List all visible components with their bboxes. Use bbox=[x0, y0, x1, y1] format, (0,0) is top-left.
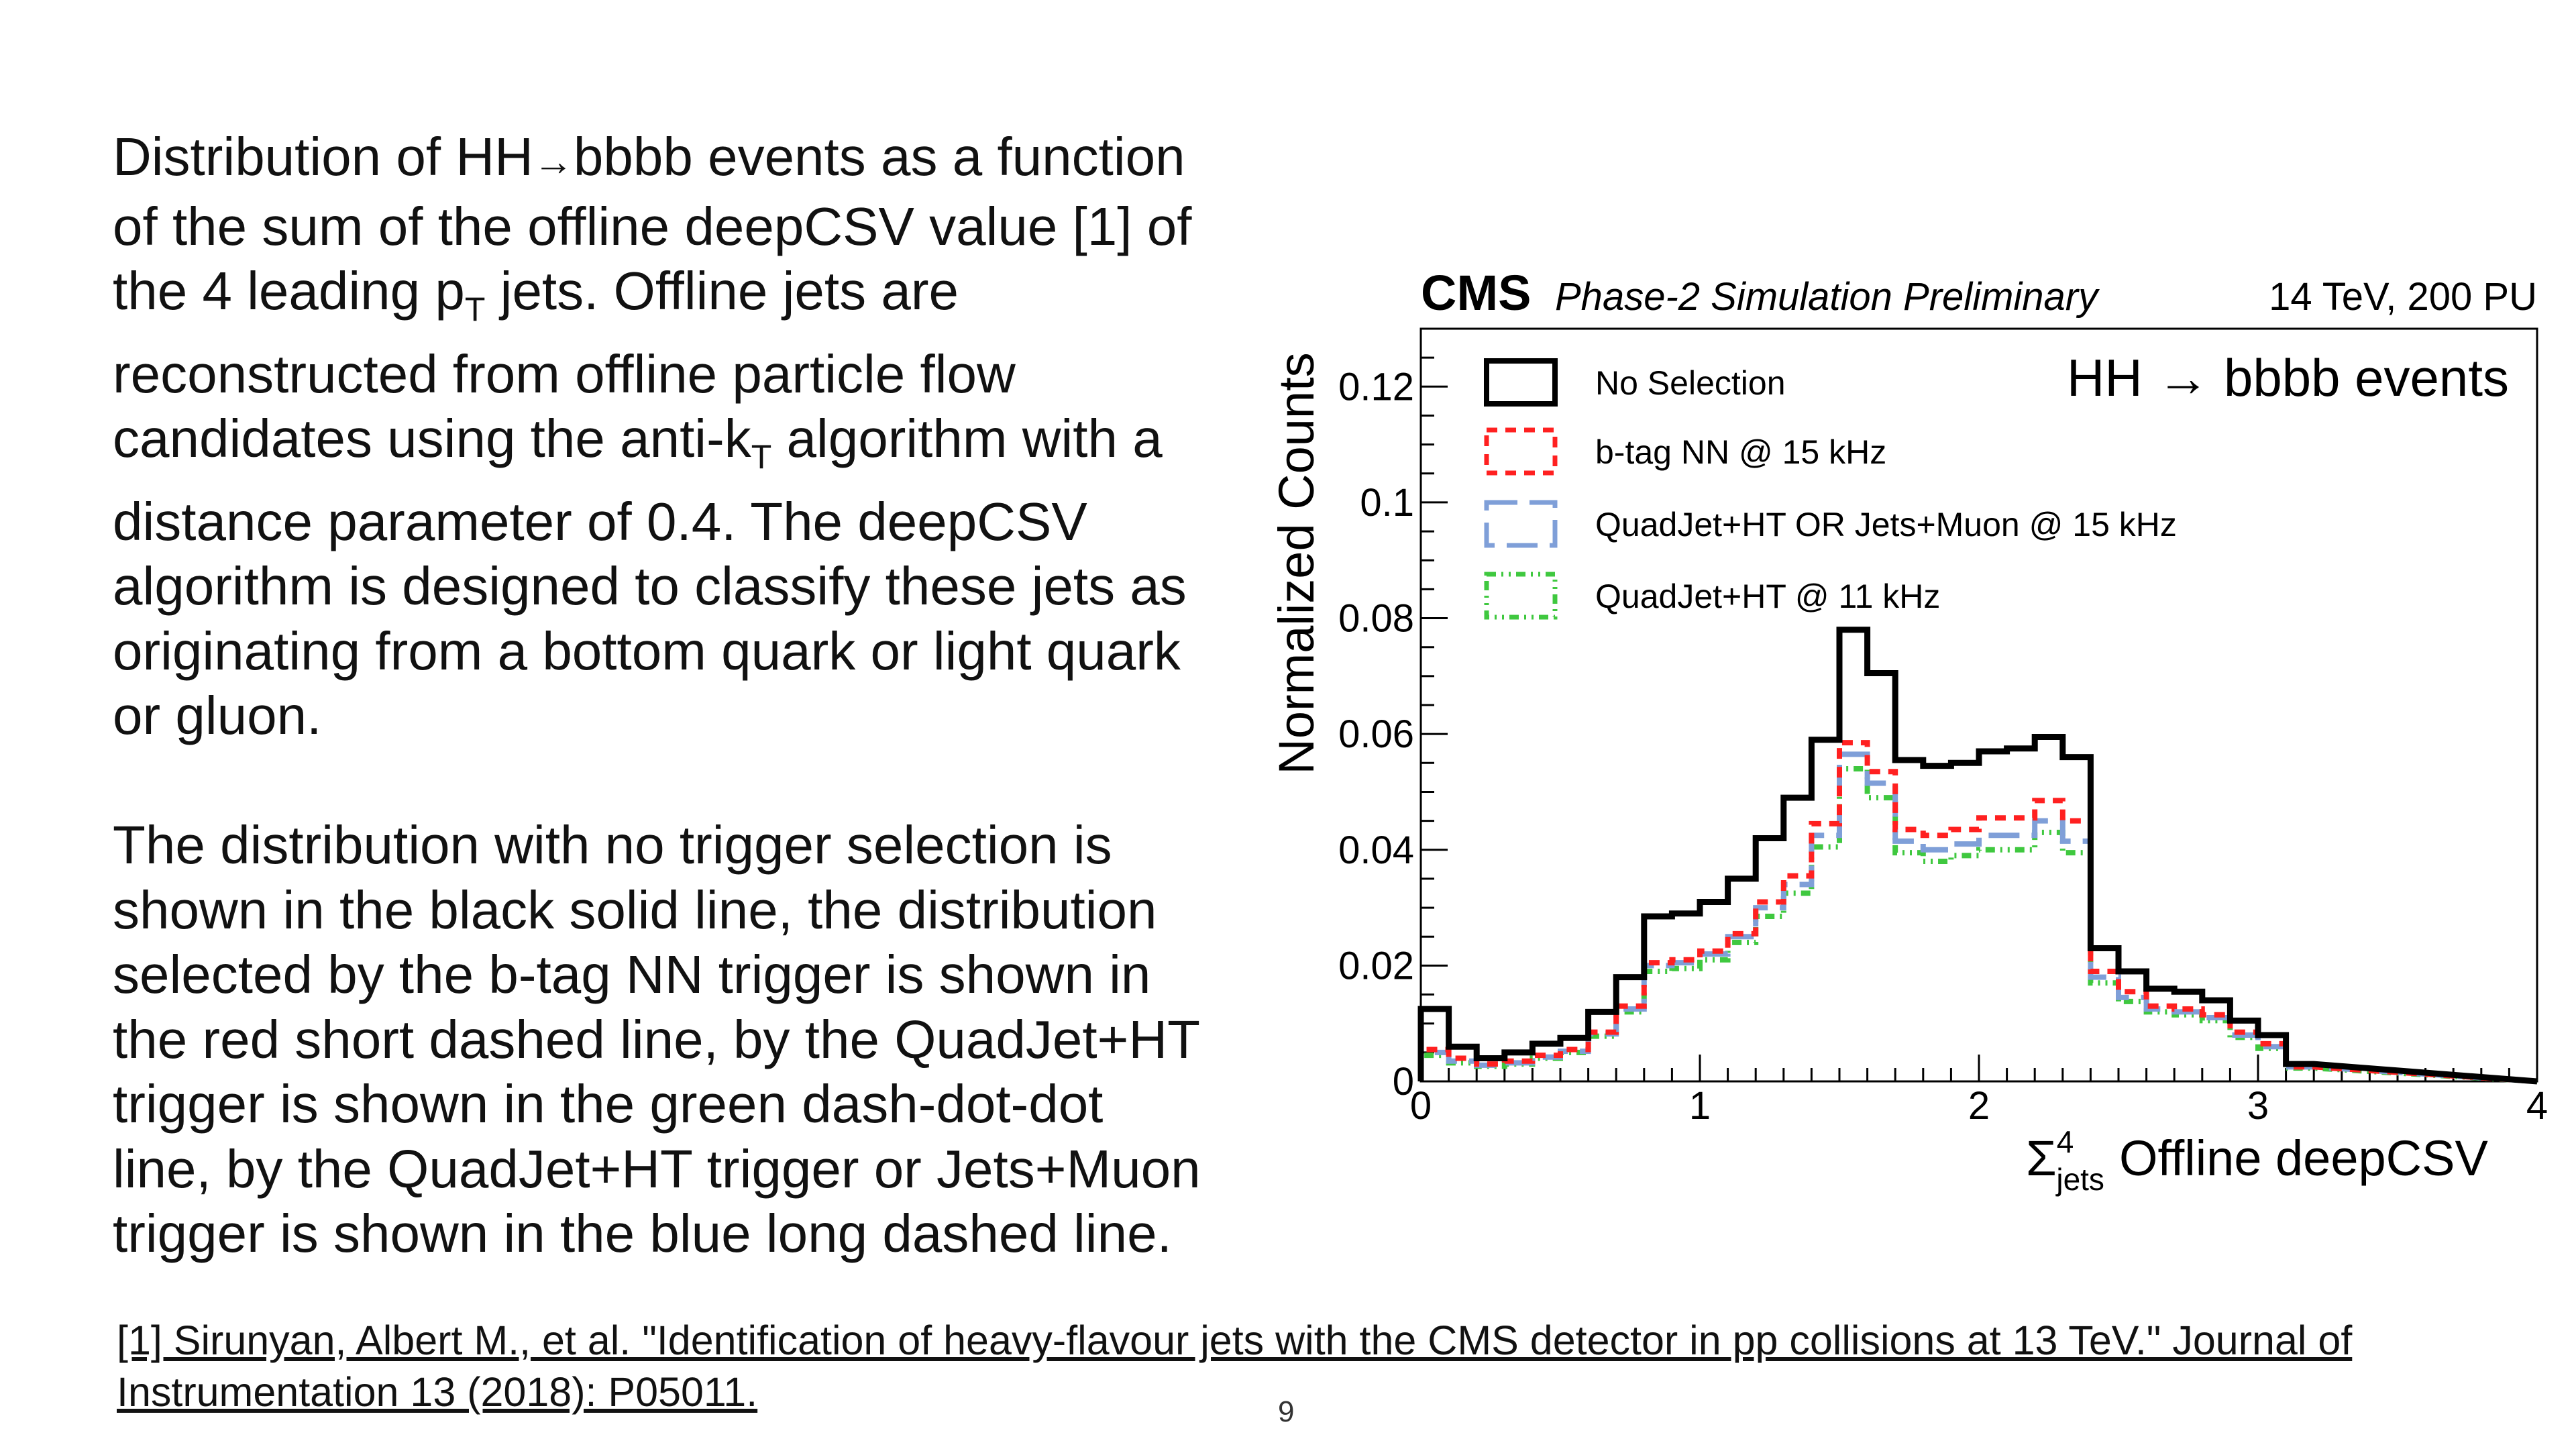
x-axis-label-sigma: Σ bbox=[2026, 1130, 2057, 1186]
legend-swatch bbox=[1484, 500, 1558, 548]
legend-label: b-tag NN @ 15 kHz bbox=[1595, 433, 1886, 471]
legend-swatch bbox=[1484, 572, 1558, 620]
axes-group: 0 1 2 3 4 0 0.02 0.04 0.06 0.08 0.1 0.12 bbox=[1338, 327, 2548, 1128]
subscript-t: T bbox=[464, 290, 486, 328]
description-paragraph-2: The distribution with no trigger selecti… bbox=[113, 815, 1201, 1263]
energy-pu-label: 14 TeV, 200 PU bbox=[2269, 275, 2537, 319]
x-axis-label: Σ4 jets Offline deepCSV bbox=[2026, 1124, 2488, 1197]
legend-label: No Selection bbox=[1595, 364, 1786, 402]
histogram-no-selection bbox=[1417, 627, 2538, 1085]
description-text-a: Distribution of HH bbox=[113, 127, 533, 186]
x-axis-label-sup: 4 bbox=[2057, 1124, 2074, 1159]
reference-citation[interactable]: [1] Sirunyan, Albert M., et al. "Identif… bbox=[117, 1318, 2353, 1415]
y-tick-label: 0.08 bbox=[1338, 597, 1414, 641]
x-tick-label: 0 bbox=[1410, 1084, 1432, 1128]
x-axis-label-sub: jets bbox=[2055, 1162, 2104, 1197]
phase2-label: Phase-2 Simulation Preliminary bbox=[1555, 275, 2100, 319]
hh-annotation: HH → bbbb events bbox=[2067, 348, 2509, 407]
y-tick-label: 0.04 bbox=[1338, 828, 1414, 872]
y-tick-label: 0.12 bbox=[1338, 365, 1414, 409]
description-text-d: algorithm with a distance parameter of 0… bbox=[113, 409, 1187, 745]
histogram-b-tag-nn-15-khz bbox=[1418, 740, 2538, 1084]
legend-swatch bbox=[1484, 427, 1558, 476]
x-tick-label: 3 bbox=[2247, 1084, 2269, 1128]
x-tick-label: 2 bbox=[1968, 1084, 1990, 1128]
description-text: Distribution of HH→bbbb events as a func… bbox=[113, 125, 1213, 1267]
y-tick-label: 0.1 bbox=[1360, 481, 1414, 525]
y-tick-label: 0.02 bbox=[1338, 944, 1414, 987]
legend-label: QuadJet+HT @ 11 kHz bbox=[1595, 578, 1940, 615]
y-axis-label: Normalized Counts bbox=[1269, 352, 1324, 774]
description-text-c: jets. Offline jets are reconstructed fro… bbox=[113, 261, 1016, 468]
plot-frame bbox=[1419, 327, 2538, 1083]
page-number: 9 bbox=[1278, 1395, 1295, 1428]
legend-label: QuadJet+HT OR Jets+Muon @ 15 kHz bbox=[1595, 506, 2177, 543]
legend: No Selection b-tag NN @ 15 kHz QuadJet+HT … bbox=[1484, 358, 2177, 620]
y-tick-label: 0 bbox=[1393, 1060, 1414, 1104]
arrow-glyph: → bbox=[533, 139, 574, 184]
description-text-b: bbbb events as a function of the sum of … bbox=[113, 127, 1192, 321]
x-axis-label-text: Offline deepCSV bbox=[2119, 1130, 2489, 1186]
y-tick-label: 0.06 bbox=[1338, 712, 1414, 756]
cms-label: CMS bbox=[1421, 265, 1531, 321]
histogram-series-group bbox=[1417, 627, 2538, 1085]
x-tick-label: 4 bbox=[2526, 1084, 2548, 1128]
description-paragraph-1: Distribution of HH→bbbb events as a func… bbox=[113, 125, 1213, 749]
x-tick-label: 1 bbox=[1689, 1084, 1711, 1128]
subscript-t-2: T bbox=[751, 438, 772, 476]
legend-swatch bbox=[1484, 358, 1558, 407]
